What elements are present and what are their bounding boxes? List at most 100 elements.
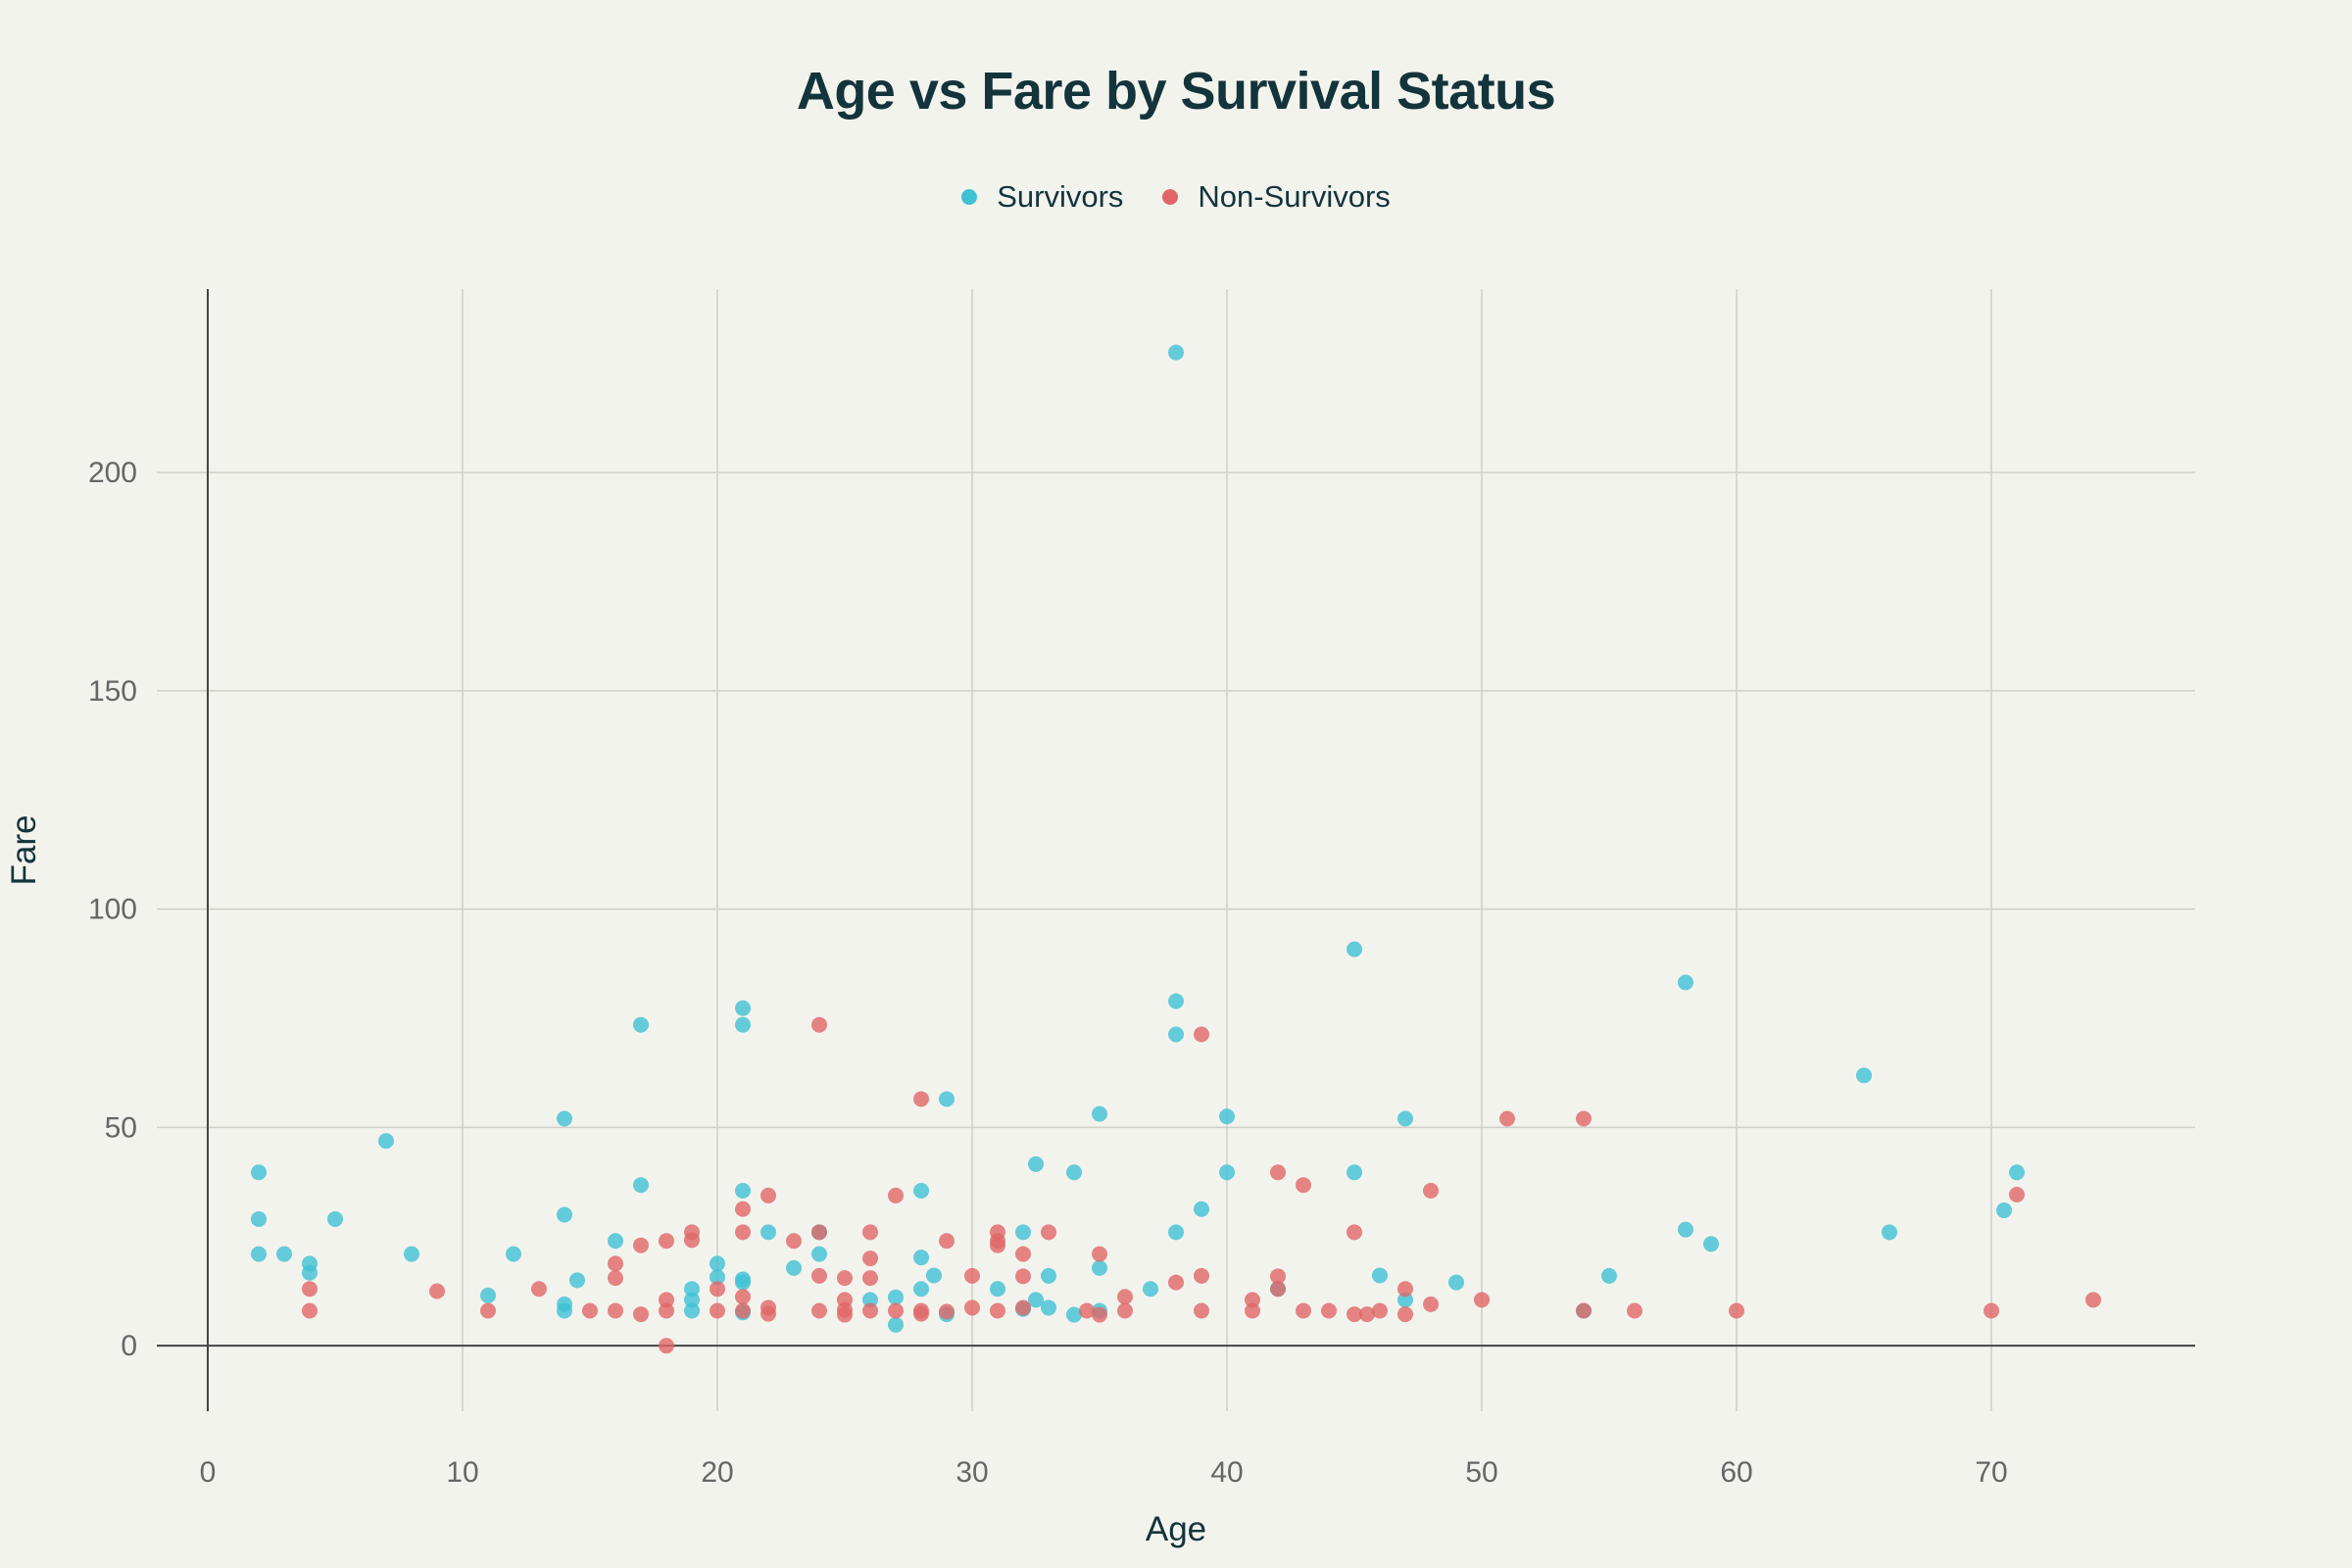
survivors-point bbox=[608, 1233, 623, 1250]
non-survivors-point bbox=[1474, 1292, 1490, 1308]
survivors-point bbox=[1168, 993, 1184, 1009]
non-survivors-point bbox=[990, 1237, 1005, 1253]
non-survivors-point bbox=[1423, 1296, 1439, 1312]
survivors-point bbox=[302, 1264, 318, 1281]
non-survivors-point bbox=[633, 1237, 649, 1253]
survivors-point bbox=[1194, 1200, 1209, 1217]
survivors-point bbox=[569, 1272, 585, 1289]
survivors-point bbox=[557, 1302, 572, 1319]
survivors-point bbox=[1168, 1026, 1184, 1043]
survivors-point bbox=[939, 1091, 955, 1107]
survivors-point bbox=[684, 1281, 700, 1298]
x-tick-label: 60 bbox=[1720, 1456, 1752, 1489]
non-survivors-point bbox=[837, 1270, 853, 1287]
survivors-point bbox=[811, 1246, 827, 1262]
survivors-point bbox=[276, 1246, 292, 1262]
survivors-point bbox=[1703, 1236, 1719, 1252]
non-survivors-point bbox=[1168, 1274, 1184, 1291]
survivors-point bbox=[1015, 1224, 1031, 1241]
non-survivors-point bbox=[633, 1306, 649, 1323]
survivors-point bbox=[926, 1267, 942, 1284]
non-survivors-point bbox=[1359, 1306, 1375, 1323]
non-survivors-point bbox=[659, 1302, 674, 1319]
non-survivors-point bbox=[2009, 1187, 2025, 1203]
survivors-point bbox=[1372, 1267, 1388, 1284]
y-tick-label: 0 bbox=[121, 1330, 137, 1362]
survivors-point bbox=[888, 1289, 904, 1305]
non-survivors-point bbox=[1321, 1302, 1337, 1319]
legend-label-non-survivors: Non-Survivors bbox=[1198, 179, 1391, 214]
legend-item-non-survivors[interactable]: Non-Survivors bbox=[1162, 179, 1391, 215]
non-survivors-point bbox=[302, 1281, 318, 1298]
non-survivors-point bbox=[1627, 1302, 1642, 1319]
survivors-point bbox=[2009, 1164, 2025, 1181]
non-survivors-point bbox=[939, 1233, 955, 1250]
non-survivors-point bbox=[735, 1200, 751, 1217]
non-survivors-point bbox=[1015, 1246, 1031, 1262]
non-survivors-point bbox=[2085, 1292, 2101, 1308]
non-survivors-point bbox=[429, 1283, 445, 1299]
survivors-point bbox=[327, 1210, 343, 1227]
non-survivors-point bbox=[1015, 1299, 1031, 1316]
non-survivors-point bbox=[735, 1302, 751, 1319]
non-survivors-point bbox=[1245, 1292, 1260, 1308]
non-survivors-point bbox=[582, 1302, 598, 1319]
non-survivors-point bbox=[1117, 1289, 1133, 1305]
survivors-point bbox=[1028, 1155, 1044, 1172]
non-survivors-point bbox=[1576, 1302, 1592, 1319]
non-survivors-point bbox=[862, 1224, 878, 1241]
survivors-point bbox=[786, 1259, 802, 1276]
survivors-point bbox=[862, 1292, 878, 1308]
survivors-point bbox=[251, 1210, 267, 1227]
non-survivors-point bbox=[1079, 1302, 1095, 1319]
non-survivors-point bbox=[939, 1303, 955, 1320]
non-survivors-point bbox=[1270, 1268, 1286, 1285]
survivors-point bbox=[1397, 1292, 1413, 1308]
non-survivors-point bbox=[480, 1302, 496, 1319]
survivors-point bbox=[1448, 1274, 1464, 1291]
non-survivors-point bbox=[710, 1302, 725, 1319]
non-survivors-point bbox=[684, 1232, 700, 1249]
survivors-point bbox=[710, 1255, 725, 1272]
x-tick-label: 10 bbox=[446, 1456, 478, 1489]
x-tick-label: 30 bbox=[956, 1456, 988, 1489]
non-survivors-point bbox=[862, 1302, 878, 1319]
non-survivors-point bbox=[608, 1270, 623, 1287]
survivors-point bbox=[1168, 1224, 1184, 1241]
survivors-point bbox=[1041, 1267, 1056, 1284]
y-tick-label: 50 bbox=[105, 1111, 137, 1144]
survivors-point bbox=[760, 1224, 776, 1241]
non-survivors-point bbox=[862, 1270, 878, 1287]
non-survivors-point bbox=[837, 1306, 853, 1323]
non-survivors-point bbox=[1296, 1302, 1311, 1319]
y-tick-label: 150 bbox=[88, 675, 137, 708]
y-tick-label: 200 bbox=[88, 457, 137, 489]
survivors-point bbox=[1066, 1306, 1082, 1323]
non-survivors-point bbox=[608, 1255, 623, 1272]
survivors-point bbox=[1219, 1164, 1235, 1181]
survivors-point bbox=[557, 1206, 572, 1223]
survivors-point bbox=[1678, 974, 1693, 991]
non-survivors-point bbox=[1984, 1302, 1999, 1319]
y-tick-label: 100 bbox=[88, 894, 137, 926]
non-survivors-point bbox=[1423, 1183, 1439, 1200]
survivors-point bbox=[913, 1281, 929, 1298]
survivors-point bbox=[633, 1177, 649, 1194]
non-survivors-point bbox=[760, 1187, 776, 1203]
survivors-point bbox=[710, 1269, 725, 1286]
survivors-point bbox=[1347, 941, 1362, 957]
non-survivors-point bbox=[811, 1302, 827, 1319]
non-survivors-point bbox=[1372, 1302, 1388, 1319]
non-survivors-point bbox=[913, 1091, 929, 1107]
non-survivors-point bbox=[710, 1281, 725, 1298]
legend-label-survivors: Survivors bbox=[997, 179, 1124, 214]
non-survivors-point bbox=[862, 1250, 878, 1267]
non-survivors-point bbox=[1194, 1267, 1209, 1284]
survivors-point bbox=[1041, 1299, 1056, 1316]
x-tick-label: 50 bbox=[1465, 1456, 1497, 1489]
non-survivors-point bbox=[888, 1302, 904, 1319]
legend-item-survivors[interactable]: Survivors bbox=[961, 179, 1123, 215]
non-survivors-point bbox=[1397, 1281, 1413, 1298]
y-axis-title: Fare bbox=[5, 815, 43, 886]
survivors-point bbox=[1219, 1108, 1235, 1125]
